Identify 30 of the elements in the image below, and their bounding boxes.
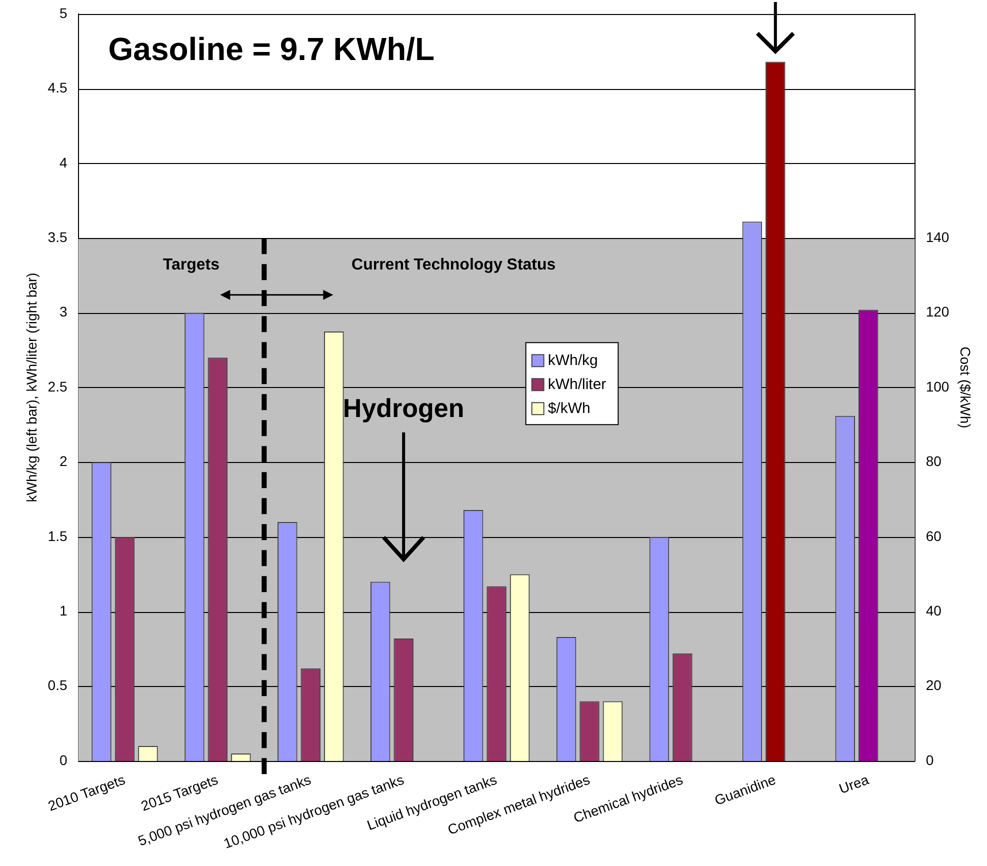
y2-tick-label: 0 [926, 752, 934, 768]
annotation: Current Technology Status [352, 256, 556, 274]
annotation: Hydrogen [342, 393, 464, 424]
y-axis-title: kWh/kg (left bar), kWh/liter (right bar) [23, 272, 40, 502]
y-tick-label: 3 [59, 304, 68, 320]
legend-label: $/kWh [548, 400, 590, 417]
legend-label: kWh/kg [548, 352, 598, 369]
legend-label: kWh/liter [548, 376, 606, 393]
y-tick-label: 4 [59, 154, 68, 170]
x-tick-label: Urea [836, 771, 871, 797]
y2-tick-label: 80 [926, 453, 942, 470]
y-tick-label: 2 [59, 453, 68, 470]
y2-tick-label: 40 [926, 602, 942, 618]
y-tick-label: 5 [59, 4, 68, 21]
y2-tick-label: 20 [926, 677, 942, 694]
y-tick-label: 2.5 [48, 378, 68, 394]
y-tick-label: 3.5 [48, 228, 68, 245]
y2-axis-title: Cost ($/kWh) [958, 346, 974, 428]
y2-tick-label: 60 [926, 528, 942, 544]
y-tick-label: 4.5 [48, 80, 68, 96]
x-tick-label: 2010 Targets [46, 771, 128, 814]
annotation: Gasoline = 9.7 KWh/L [108, 31, 435, 68]
annotation: Targets [162, 256, 220, 274]
y-tick-label: 1.5 [48, 528, 68, 544]
y-tick-label: 0 [59, 752, 68, 768]
y2-tick-label: 100 [926, 378, 950, 394]
y-tick-label: 0.5 [48, 677, 68, 694]
y2-tick-label: 140 [926, 228, 950, 245]
y2-tick-label: 120 [926, 304, 950, 320]
y-tick-label: 1 [59, 602, 68, 618]
